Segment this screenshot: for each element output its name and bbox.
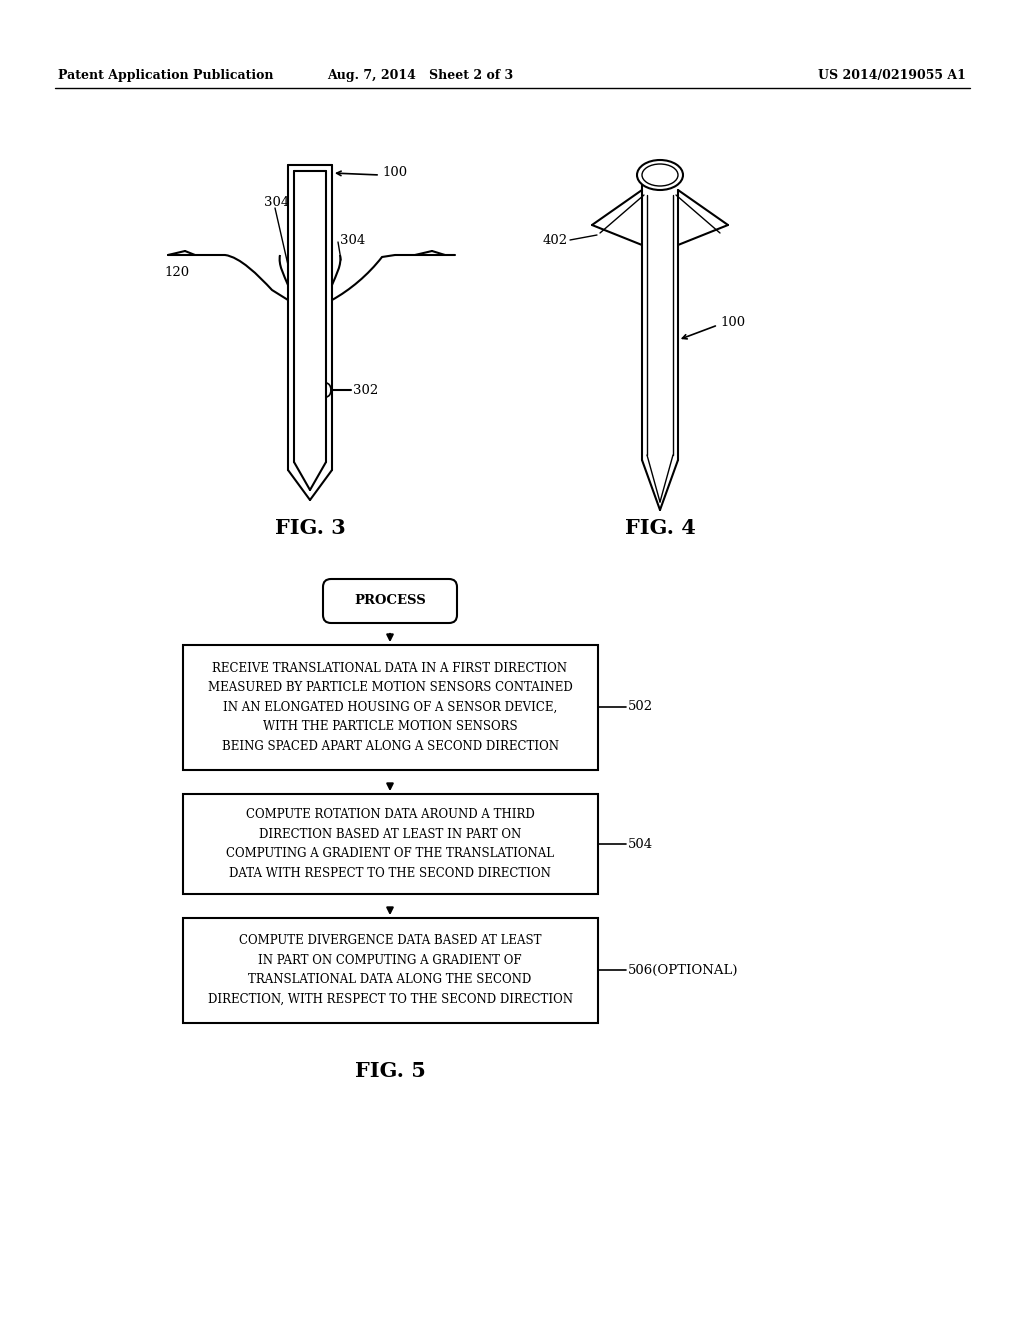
Text: FIG. 5: FIG. 5: [354, 1061, 425, 1081]
Text: COMPUTE DIVERGENCE DATA BASED AT LEAST
IN PART ON COMPUTING A GRADIENT OF
TRANSL: COMPUTE DIVERGENCE DATA BASED AT LEAST I…: [208, 935, 572, 1006]
Text: 302: 302: [353, 384, 378, 396]
Text: 304: 304: [340, 234, 366, 247]
FancyBboxPatch shape: [183, 917, 598, 1023]
Text: 100: 100: [382, 165, 408, 178]
Text: 502: 502: [628, 701, 653, 714]
Text: 402: 402: [543, 234, 568, 247]
Ellipse shape: [637, 160, 683, 190]
Text: Patent Application Publication: Patent Application Publication: [58, 69, 273, 82]
Text: 506(OPTIONAL): 506(OPTIONAL): [628, 964, 738, 977]
Text: 100: 100: [720, 315, 745, 329]
Text: FIG. 4: FIG. 4: [625, 517, 695, 539]
FancyBboxPatch shape: [183, 795, 598, 894]
FancyBboxPatch shape: [323, 579, 457, 623]
FancyBboxPatch shape: [183, 645, 598, 770]
Text: PROCESS: PROCESS: [354, 594, 426, 607]
Text: Aug. 7, 2014   Sheet 2 of 3: Aug. 7, 2014 Sheet 2 of 3: [327, 69, 513, 82]
Text: 304: 304: [264, 197, 289, 210]
Text: COMPUTE ROTATION DATA AROUND A THIRD
DIRECTION BASED AT LEAST IN PART ON
COMPUTI: COMPUTE ROTATION DATA AROUND A THIRD DIR…: [226, 808, 554, 879]
Text: 120: 120: [165, 265, 189, 279]
Text: 504: 504: [628, 837, 653, 850]
Text: RECEIVE TRANSLATIONAL DATA IN A FIRST DIRECTION
MEASURED BY PARTICLE MOTION SENS: RECEIVE TRANSLATIONAL DATA IN A FIRST DI…: [208, 661, 572, 752]
Ellipse shape: [642, 164, 678, 186]
Text: US 2014/0219055 A1: US 2014/0219055 A1: [818, 69, 966, 82]
Text: FIG. 3: FIG. 3: [274, 517, 345, 539]
